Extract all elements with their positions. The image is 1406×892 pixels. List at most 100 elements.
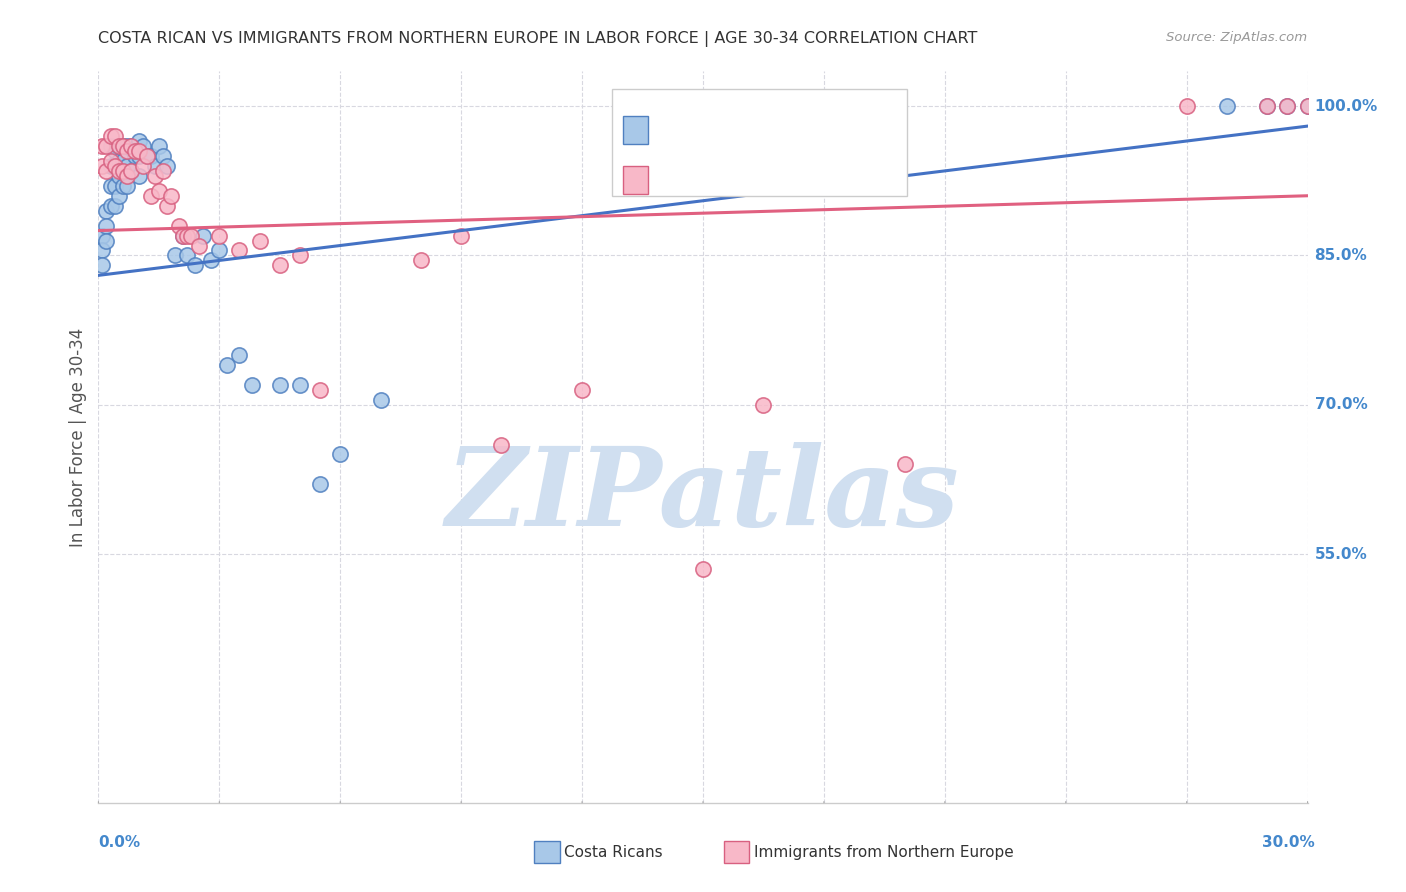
Text: 100.0%: 100.0% — [1315, 99, 1378, 113]
Point — [160, 188, 183, 202]
Text: COSTA RICAN VS IMMIGRANTS FROM NORTHERN EUROPE IN LABOR FORCE | AGE 30-34 CORREL: COSTA RICAN VS IMMIGRANTS FROM NORTHERN … — [98, 31, 977, 47]
Point — [370, 392, 392, 407]
Point — [240, 377, 263, 392]
Point — [180, 228, 202, 243]
Text: 30.0%: 30.0% — [1261, 836, 1315, 850]
Point — [128, 144, 150, 158]
Point — [111, 153, 134, 168]
Text: Source: ZipAtlas.com: Source: ZipAtlas.com — [1167, 31, 1308, 45]
Point — [103, 199, 125, 213]
Point — [91, 228, 114, 243]
Text: 55.0%: 55.0% — [1315, 547, 1368, 561]
Point — [288, 248, 311, 262]
Point — [156, 199, 179, 213]
Point — [309, 383, 332, 397]
Point — [1296, 99, 1319, 113]
Point — [128, 149, 150, 163]
Point — [752, 398, 775, 412]
Point — [103, 144, 125, 158]
Point — [217, 358, 239, 372]
Point — [208, 228, 231, 243]
Point — [100, 199, 122, 213]
Point — [200, 253, 222, 268]
Point — [571, 383, 593, 397]
Point — [100, 129, 122, 144]
Point — [107, 153, 129, 168]
Point — [184, 259, 207, 273]
Point — [893, 458, 915, 472]
Point — [96, 234, 118, 248]
Point — [96, 139, 118, 153]
Point — [132, 139, 155, 153]
Point — [120, 164, 142, 178]
Point — [329, 448, 352, 462]
Point — [107, 188, 129, 202]
Point — [100, 139, 122, 153]
Point — [135, 149, 157, 163]
Point — [115, 178, 138, 193]
Point — [1277, 99, 1299, 113]
Point — [120, 164, 142, 178]
Point — [120, 139, 142, 153]
Point — [692, 562, 714, 576]
Point — [103, 178, 125, 193]
Point — [107, 169, 129, 183]
Point — [143, 159, 166, 173]
Y-axis label: In Labor Force | Age 30-34: In Labor Force | Age 30-34 — [69, 327, 87, 547]
Point — [156, 159, 179, 173]
Point — [107, 139, 129, 153]
Point — [139, 149, 162, 163]
Point — [152, 149, 174, 163]
Point — [96, 164, 118, 178]
Point — [96, 203, 118, 218]
Point — [91, 159, 114, 173]
Text: R =: R = — [657, 171, 696, 189]
Point — [96, 219, 118, 233]
Point — [148, 184, 170, 198]
Point — [288, 377, 311, 392]
Point — [1277, 99, 1299, 113]
Point — [491, 437, 513, 451]
Point — [1216, 99, 1239, 113]
Point — [172, 228, 194, 243]
Text: 49: 49 — [801, 171, 827, 189]
Point — [111, 139, 134, 153]
Point — [107, 164, 129, 178]
Point — [128, 169, 150, 183]
Point — [249, 234, 271, 248]
Point — [1316, 616, 1339, 631]
Point — [120, 139, 142, 153]
Text: Immigrants from Northern Europe: Immigrants from Northern Europe — [754, 846, 1014, 860]
Text: Costa Ricans: Costa Ricans — [564, 846, 662, 860]
Text: 0.196: 0.196 — [693, 121, 749, 139]
Point — [115, 144, 138, 158]
Point — [228, 244, 250, 258]
Point — [269, 259, 291, 273]
Point — [208, 244, 231, 258]
Point — [309, 477, 332, 491]
Point — [409, 253, 432, 268]
Point — [163, 248, 186, 262]
Point — [193, 228, 215, 243]
Point — [139, 188, 162, 202]
Point — [143, 169, 166, 183]
Text: 0.0%: 0.0% — [98, 836, 141, 850]
Text: 70.0%: 70.0% — [1315, 397, 1368, 412]
Point — [176, 248, 198, 262]
Point — [1256, 99, 1278, 113]
Text: N =: N = — [752, 121, 804, 139]
Point — [111, 164, 134, 178]
Point — [1256, 99, 1278, 113]
Point — [91, 139, 114, 153]
Point — [100, 153, 122, 168]
Point — [115, 139, 138, 153]
Point — [115, 169, 138, 183]
Point — [135, 149, 157, 163]
Text: 56: 56 — [801, 121, 827, 139]
Point — [91, 244, 114, 258]
Text: N =: N = — [752, 171, 804, 189]
Point — [115, 159, 138, 173]
Point — [103, 129, 125, 144]
Text: 85.0%: 85.0% — [1315, 248, 1368, 263]
Text: ZIPatlas: ZIPatlas — [446, 442, 960, 549]
